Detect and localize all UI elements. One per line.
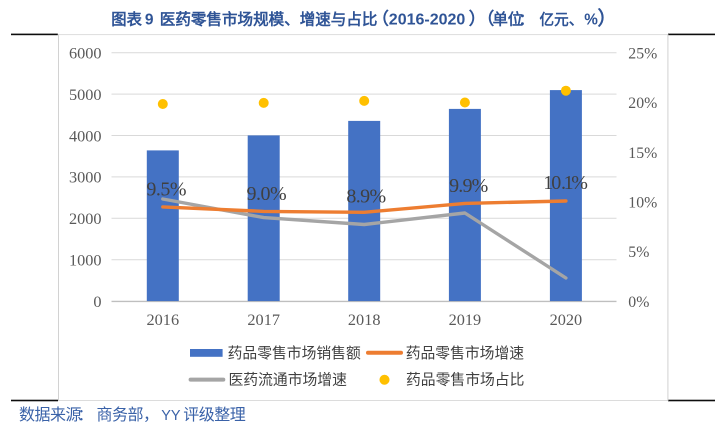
svg-text:：: ： xyxy=(519,11,534,28)
svg-text:（: （ xyxy=(372,8,389,28)
svg-text:15%: 15% xyxy=(628,145,657,162)
svg-text:药品零售市场增速: 药品零售市场增速 xyxy=(406,345,525,362)
svg-text:2017: 2017 xyxy=(247,310,280,329)
svg-text:（: （ xyxy=(477,8,494,28)
svg-text:评级整理: 评级整理 xyxy=(183,406,246,424)
svg-text:药品零售市场占比: 药品零售市场占比 xyxy=(406,372,524,389)
svg-text:YY: YY xyxy=(161,408,181,424)
svg-text:：: ： xyxy=(77,407,93,424)
svg-text:20%: 20% xyxy=(628,95,657,112)
svg-text:2016: 2016 xyxy=(147,310,180,329)
svg-text:药品零售市场销售额: 药品零售市场销售额 xyxy=(228,345,361,362)
svg-text:6000: 6000 xyxy=(69,44,102,63)
svg-text:9.9%: 9.9% xyxy=(449,175,488,197)
svg-text:5%: 5% xyxy=(628,244,649,261)
svg-text:9.5%: 9.5% xyxy=(146,179,186,201)
svg-text:）: ） xyxy=(598,6,617,29)
svg-text:亿元、: 亿元、 xyxy=(540,10,584,28)
svg-text:25%: 25% xyxy=(628,46,657,63)
svg-text:10.1%: 10.1% xyxy=(543,172,588,194)
svg-text:0: 0 xyxy=(93,292,101,311)
svg-text:2020: 2020 xyxy=(550,310,583,329)
svg-text:2000: 2000 xyxy=(69,209,102,228)
svg-text:1000: 1000 xyxy=(69,251,102,270)
svg-text:5000: 5000 xyxy=(69,85,102,104)
svg-text:医药零售市场规模、增速与占比: 医药零售市场规模、增速与占比 xyxy=(160,9,378,28)
svg-text:10%: 10% xyxy=(628,195,657,212)
svg-text:2019: 2019 xyxy=(449,310,482,329)
svg-text:3000: 3000 xyxy=(69,168,102,187)
svg-text:%: % xyxy=(584,11,598,28)
svg-text:商务部，: 商务部， xyxy=(97,406,159,424)
svg-text:4000: 4000 xyxy=(69,126,102,145)
svg-text:9: 9 xyxy=(145,11,154,28)
svg-text:单位: 单位 xyxy=(493,10,523,28)
svg-text:9.0%: 9.0% xyxy=(246,183,286,205)
svg-text:2016-2020: 2016-2020 xyxy=(389,11,466,28)
svg-text:数据来源: 数据来源 xyxy=(19,406,82,424)
svg-text:2018: 2018 xyxy=(348,310,381,329)
svg-text:图表: 图表 xyxy=(111,10,142,28)
svg-text:医药流通市场增速: 医药流通市场增速 xyxy=(229,372,348,389)
svg-text:）: ） xyxy=(469,8,486,28)
svg-text:0%: 0% xyxy=(628,294,649,311)
svg-text:8.9%: 8.9% xyxy=(346,185,385,207)
